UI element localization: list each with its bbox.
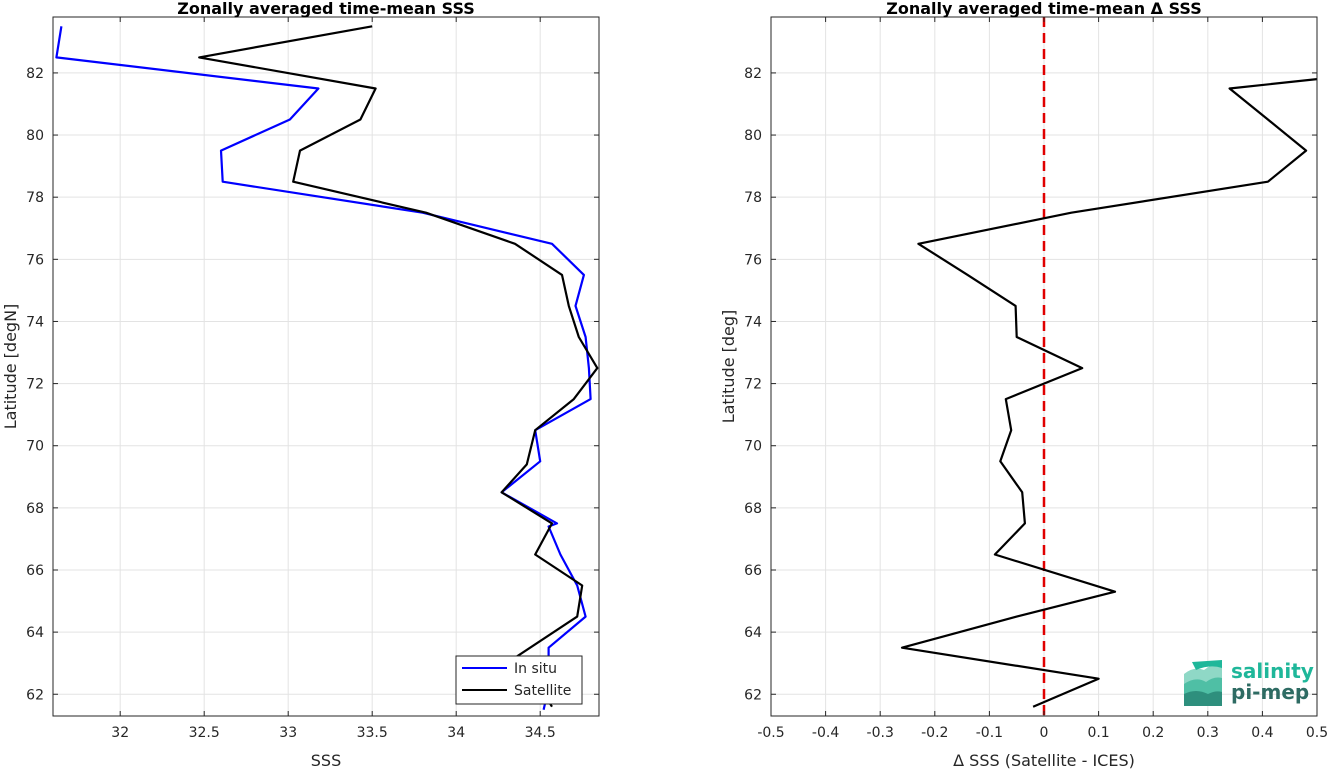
y-tick-label: 68	[26, 501, 44, 517]
y-tick-label: 74	[26, 314, 44, 330]
plot-area	[53, 17, 599, 716]
x-tick-label: 32.5	[189, 725, 220, 741]
chart-left-sss: 32 32.5 33 33.5 34 34.5 62 64 66 68 70 72 74 76 78 80 82…	[1, 0, 600, 769]
x-tick-label: 0.5	[1306, 725, 1328, 741]
x-axis-label: SSS	[311, 751, 341, 769]
x-tick-label: 0.3	[1197, 725, 1219, 741]
y-tick-label: 64	[744, 625, 762, 641]
axes-box	[52, 16, 600, 717]
y-tick-label: 82	[744, 66, 762, 82]
y-tick-label: 66	[744, 563, 762, 579]
y-tick-label: 74	[744, 314, 762, 330]
y-tick-label: 80	[744, 128, 762, 144]
x-axis-label: Δ SSS (Satellite - ICES)	[953, 751, 1135, 769]
x-tick-label: 33.5	[357, 725, 388, 741]
y-tick-label: 80	[26, 128, 44, 144]
series-line-in-situ	[55, 26, 592, 711]
x-tick-label: -0.5	[757, 725, 784, 741]
x-tick-label: -0.4	[812, 725, 839, 741]
chart-title: Zonally averaged time-mean SSS	[177, 0, 475, 18]
x-tick-label: 32	[111, 725, 129, 741]
y-axis-label: Latitude [deg]	[719, 310, 738, 424]
x-tick-label: 0.2	[1142, 725, 1164, 741]
x-tick-label: -0.1	[976, 725, 1003, 741]
series-line-delta-sss	[900, 78, 1317, 708]
y-axis-label: Latitude [degN]	[1, 304, 20, 430]
y-tick-label: 72	[744, 377, 762, 393]
y-tick-label: 62	[744, 687, 762, 703]
y-tick-label: 78	[744, 190, 762, 206]
legend-label-satellite: Satellite	[514, 683, 571, 699]
logo-text-salinity: salinity	[1231, 659, 1314, 683]
y-tick-label: 70	[744, 439, 762, 455]
x-tick-label: -0.2	[921, 725, 948, 741]
salinity-pimep-logo: salinity pi-mep	[1184, 659, 1314, 706]
y-tick-label: 68	[744, 501, 762, 517]
y-tick-label: 70	[26, 439, 44, 455]
x-tick-label: 34	[447, 725, 465, 741]
legend-label-in-situ: In situ	[514, 661, 557, 677]
y-tick-label: 78	[26, 190, 44, 206]
logo-text-pimep: pi-mep	[1231, 680, 1309, 704]
x-tick-label: -0.3	[867, 725, 894, 741]
y-tick-label: 82	[26, 66, 44, 82]
series-line-satellite	[198, 25, 599, 708]
y-tick-label: 76	[26, 252, 44, 268]
y-tick-label: 64	[26, 625, 44, 641]
x-tick-label: 0.1	[1087, 725, 1109, 741]
y-tick-label: 72	[26, 377, 44, 393]
x-tick-label: 34.5	[525, 725, 556, 741]
y-tick-label: 76	[744, 252, 762, 268]
x-tick-label: 0	[1040, 725, 1049, 741]
y-tick-label: 62	[26, 687, 44, 703]
legend: In situ Satellite	[455, 655, 583, 705]
chart-title: Zonally averaged time-mean Δ SSS	[886, 0, 1202, 18]
y-tick-label: 66	[26, 563, 44, 579]
wave-logo-icon	[1184, 660, 1222, 706]
x-tick-label: 33	[279, 725, 297, 741]
chart-right-delta-sss: -0.5 -0.4 -0.3 -0.2 -0.1 0 0.1 0.2 0.3 0.4 0.5 62 64…	[719, 0, 1328, 769]
x-tick-label: 0.4	[1251, 725, 1273, 741]
